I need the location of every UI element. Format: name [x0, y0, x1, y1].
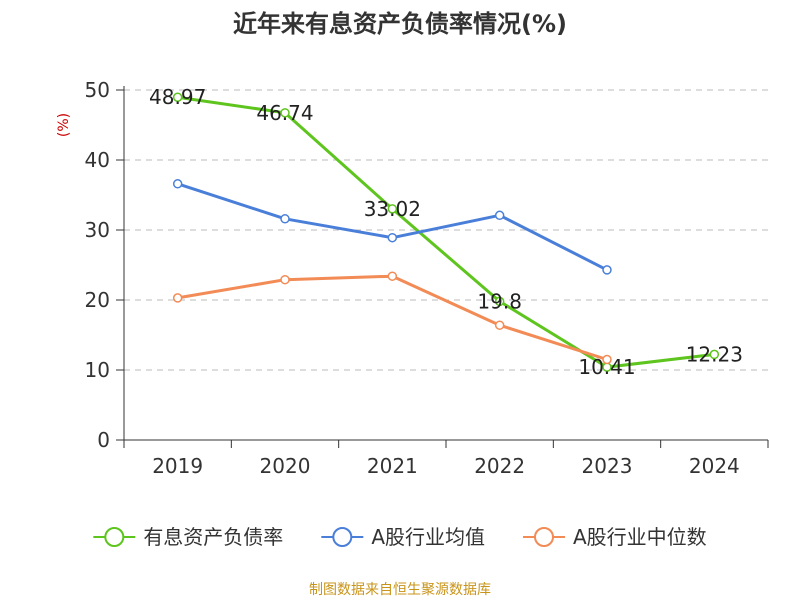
data-point[interactable]	[172, 179, 183, 189]
x-tick-label: 2024	[689, 454, 740, 478]
legend-item[interactable]: A股行业均值	[321, 525, 485, 549]
y-tick-label: 30	[85, 218, 110, 242]
series-line-2	[177, 274, 608, 361]
y-tick-label: 50	[85, 78, 110, 102]
y-tick-label: 10	[85, 358, 110, 382]
data-point[interactable]	[172, 92, 183, 102]
legend-label: A股行业中位数	[573, 525, 707, 549]
chart-title: 近年来有息资产负债率情况(%)	[233, 10, 567, 38]
y-tick-label: 40	[85, 148, 110, 172]
series-line-0	[177, 95, 715, 369]
legend: 有息资产负债率 A股行业均值 A股行业中位数	[93, 525, 707, 549]
source-note: 制图数据来自恒生聚源数据库	[309, 582, 491, 598]
legend-label: 有息资产负债率	[143, 525, 283, 549]
data-label: 10.41	[578, 355, 635, 379]
y-tick-label: 0	[97, 428, 110, 452]
data-point[interactable]	[602, 354, 612, 365]
legend-item[interactable]: A股行业中位数	[523, 525, 707, 549]
x-tick-label: 2021	[367, 454, 418, 478]
data-point[interactable]	[280, 274, 290, 285]
grid-layer	[124, 89, 768, 371]
data-label-layer: 48.97 46.74 33.02 19.8 10.41 12.23	[149, 85, 743, 379]
y-tick-label: 20	[85, 288, 110, 312]
axis-layer: 0 10 20 30 40 50 2019 2020 2021 2022 2023 2024	[85, 78, 769, 478]
data-label: 48.97	[149, 85, 206, 109]
legend-marker	[104, 527, 125, 547]
data-point[interactable]	[494, 320, 505, 330]
data-point[interactable]	[387, 232, 398, 243]
data-point[interactable]	[280, 214, 290, 224]
data-label: 46.74	[256, 101, 313, 125]
data-point[interactable]	[494, 210, 505, 221]
x-tick-label: 2023	[582, 454, 633, 478]
data-point[interactable]	[387, 204, 398, 214]
legend-label: A股行业均值	[371, 525, 485, 549]
data-point[interactable]	[280, 108, 290, 118]
x-tick-label: 2019	[152, 454, 203, 478]
legend-marker	[332, 527, 353, 547]
data-point[interactable]	[494, 296, 505, 307]
legend-marker	[534, 527, 554, 547]
x-tick-label: 2020	[260, 454, 311, 478]
x-tick-label: 2022	[474, 454, 525, 478]
y-axis-label: (%)	[56, 113, 72, 137]
data-label: 33.02	[364, 197, 421, 221]
data-point[interactable]	[387, 271, 398, 281]
data-label: 12.23	[686, 342, 743, 366]
data-point[interactable]	[709, 349, 720, 360]
data-point[interactable]	[602, 265, 612, 275]
data-label: 19.8	[477, 289, 522, 313]
data-point[interactable]	[172, 293, 183, 303]
legend-item[interactable]: 有息资产负债率	[93, 525, 283, 549]
series-layer	[172, 92, 720, 372]
